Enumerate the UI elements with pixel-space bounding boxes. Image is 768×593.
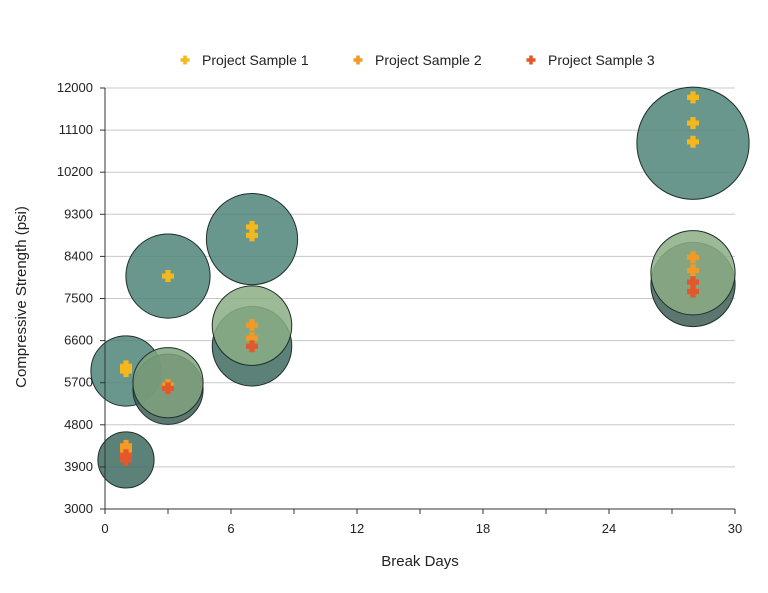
legend-label: Project Sample 1 — [202, 52, 309, 68]
y-tick-label: 11100 — [59, 122, 93, 137]
data-point — [246, 229, 258, 242]
x-axis-title: Break Days — [381, 553, 459, 570]
legend-label: Project Sample 2 — [375, 52, 482, 68]
x-tick-label: 30 — [728, 521, 742, 536]
legend: Project Sample 1 Project Sample 2 Project … — [180, 52, 655, 68]
y-axis-title: Compressive Strength (psi) — [13, 206, 30, 388]
legend-marker — [526, 55, 536, 65]
data-point — [687, 251, 699, 264]
data-point — [162, 270, 174, 283]
legend-item: Project Sample 1 — [180, 52, 309, 68]
legend-marker — [180, 55, 190, 65]
legend-label: Project Sample 3 — [548, 52, 655, 68]
legend-item: Project Sample 3 — [526, 52, 655, 68]
data-point — [246, 340, 258, 353]
data-point — [162, 382, 174, 395]
y-tick-label: 12000 — [57, 80, 93, 95]
x-tick-label: 24 — [602, 521, 616, 536]
y-tick-label: 6600 — [64, 333, 93, 348]
y-tick-label: 10200 — [57, 164, 93, 179]
y-tick-label: 3000 — [64, 501, 93, 516]
y-tick-label: 5700 — [64, 375, 93, 390]
data-point — [120, 439, 132, 452]
y-tick-label: 8400 — [64, 248, 93, 263]
y-tick-label: 9300 — [64, 206, 93, 221]
axes: 3000 3900 4800 5700 6600 7500 8400 9300 10200 111… — [57, 80, 742, 536]
data-point — [687, 276, 699, 289]
y-tick-label: 4800 — [64, 417, 93, 432]
x-tick-label: 18 — [476, 521, 490, 536]
data-point — [687, 264, 699, 277]
y-tick-label: 3900 — [64, 459, 93, 474]
data-point — [120, 449, 132, 462]
data-point — [687, 135, 699, 148]
series-markers — [120, 91, 699, 466]
x-tick-label: 0 — [101, 521, 108, 536]
legend-item: Project Sample 2 — [353, 52, 482, 68]
data-point — [687, 91, 699, 104]
legend-marker — [353, 55, 363, 65]
bubbles — [90, 86, 750, 489]
data-point — [687, 117, 699, 130]
data-point — [246, 319, 258, 332]
data-point — [120, 360, 132, 373]
data-point — [246, 220, 258, 233]
data-point — [246, 332, 258, 345]
x-tick-label: 6 — [227, 521, 234, 536]
data-point — [687, 285, 699, 298]
x-tick-label: 12 — [350, 521, 364, 536]
y-tick-label: 7500 — [64, 291, 93, 306]
